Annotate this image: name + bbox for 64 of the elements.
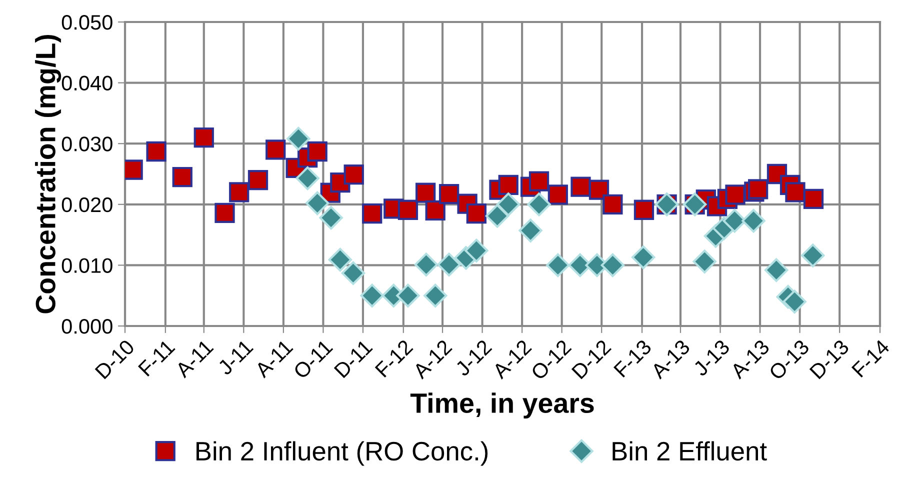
x-tick-label: J-11	[216, 339, 254, 376]
point	[398, 200, 418, 220]
point	[692, 250, 716, 274]
point	[214, 202, 235, 223]
point	[518, 218, 542, 242]
point	[464, 238, 488, 262]
point	[725, 184, 746, 205]
point	[415, 182, 436, 203]
y-tick-label: 0.050	[62, 15, 112, 30]
x-tick-label: J-13	[692, 338, 730, 378]
x-tick-label: J-12	[454, 338, 492, 378]
point	[266, 140, 286, 160]
point	[396, 284, 420, 308]
point	[631, 245, 656, 270]
x-tick-label: F-11	[138, 339, 176, 376]
point	[602, 194, 623, 214]
point	[803, 188, 824, 209]
point	[437, 252, 461, 276]
point	[546, 253, 570, 278]
point	[485, 204, 510, 228]
point	[466, 203, 486, 224]
point	[328, 248, 352, 272]
point	[360, 284, 384, 308]
legend-label: Bin 2 Effluent	[612, 441, 767, 461]
y-tick-label: 0.020	[62, 197, 112, 212]
point	[286, 126, 310, 151]
legend-label: Bin 2 Influent (RO Conc.)	[196, 441, 488, 466]
point	[296, 166, 320, 190]
y-tick-label: 0.000	[62, 319, 112, 334]
point	[600, 253, 625, 278]
point	[307, 141, 328, 162]
point	[438, 184, 460, 204]
point	[248, 170, 268, 190]
point	[782, 290, 806, 314]
point	[341, 261, 366, 285]
point	[748, 179, 768, 200]
point	[570, 176, 591, 197]
point	[764, 258, 788, 282]
point	[588, 180, 610, 200]
y-tick-label: 0.040	[62, 76, 112, 91]
point	[172, 166, 192, 188]
point	[229, 182, 250, 202]
y-axis-title: Concentration (mg/L)	[35, 34, 62, 314]
point	[785, 182, 806, 202]
point	[194, 127, 214, 148]
point	[425, 200, 446, 221]
point	[498, 174, 518, 196]
point	[496, 192, 520, 216]
point	[801, 244, 825, 268]
y-tick-label: 0.010	[62, 258, 112, 273]
point	[344, 164, 364, 185]
point	[424, 284, 448, 308]
y-tick-label: 0.030	[62, 136, 112, 152]
point	[362, 203, 382, 224]
point	[742, 208, 766, 233]
point	[414, 252, 438, 276]
point	[527, 192, 551, 216]
point	[319, 206, 343, 230]
point	[634, 200, 654, 220]
x-axis-title: Time, in years	[410, 392, 594, 419]
point	[548, 184, 568, 205]
point	[146, 141, 166, 162]
point	[528, 171, 550, 192]
point	[305, 191, 330, 216]
